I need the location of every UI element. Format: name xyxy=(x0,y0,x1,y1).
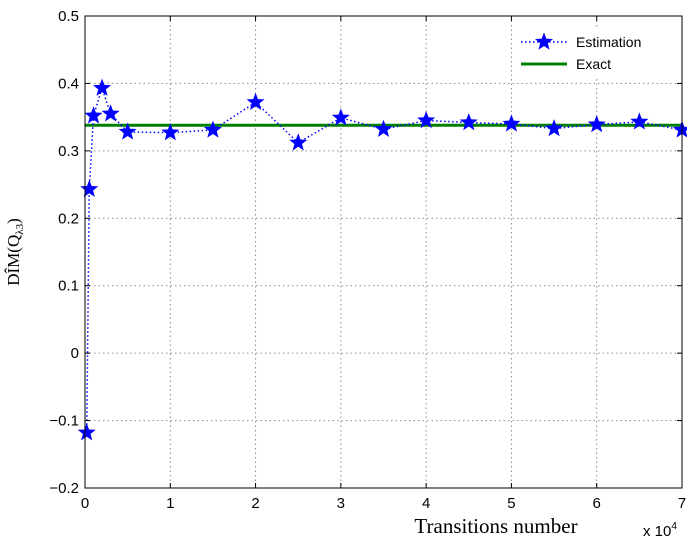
series-estimation-point xyxy=(84,106,103,124)
x-axis-label: Transitions number xyxy=(414,514,577,538)
x-tick-label: 2 xyxy=(251,495,259,512)
series-estimation-point xyxy=(545,119,564,137)
series-layer xyxy=(77,78,687,441)
series-estimation-point xyxy=(80,179,99,197)
y-tick-label: 0.3 xyxy=(58,143,79,160)
x-axis-exponent-base: x 10 xyxy=(643,523,671,540)
series-estimation-point xyxy=(203,120,222,138)
series-estimation-point xyxy=(246,92,265,110)
series-estimation-point xyxy=(93,78,112,96)
axis-ticks: 0 1 2 3 4 5 6 7 −0.2 −0.1 0 0.1 0.2 0.3 0.4 0.5 xyxy=(49,8,686,512)
y-axis-label-close: ) xyxy=(4,218,23,224)
series-estimation-point xyxy=(331,108,350,126)
legend: Estimation Exact xyxy=(515,27,675,77)
y-tick-label: 0 xyxy=(71,345,79,362)
legend-estimation-label: Estimation xyxy=(576,34,641,50)
x-tick-label: 1 xyxy=(166,495,174,512)
series-estimation-point xyxy=(672,120,687,138)
x-tick-label: 7 xyxy=(678,495,686,512)
y-tick-label: −0.2 xyxy=(49,480,79,497)
series-estimation-point xyxy=(77,423,96,441)
y-axis-label: DÎM(Qλ3) xyxy=(4,218,26,286)
series-estimation-point xyxy=(630,112,649,130)
y-tick-label: −0.1 xyxy=(49,413,79,430)
series-estimation-line xyxy=(85,85,683,433)
x-tick-label: 3 xyxy=(337,495,345,512)
legend-box xyxy=(515,27,675,77)
series-estimation-point xyxy=(502,114,521,132)
plot-area-frame xyxy=(84,15,683,489)
y-axis-label-subscript: λ3 xyxy=(14,223,26,234)
x-tick-label: 6 xyxy=(593,495,601,512)
y-tick-label: 0.2 xyxy=(58,210,79,227)
legend-exact-label: Exact xyxy=(576,56,611,72)
series-estimation-point xyxy=(417,111,436,129)
series-estimation-point xyxy=(161,123,180,141)
x-tick-label: 5 xyxy=(507,495,515,512)
grid-lines xyxy=(85,16,682,488)
y-tick-label: 0.5 xyxy=(58,8,79,25)
y-tick-label: 0.1 xyxy=(58,278,79,295)
series-estimation-point xyxy=(289,133,308,151)
x-tick-label: 0 xyxy=(81,495,89,512)
x-axis-exponent: x 104 xyxy=(643,521,677,540)
series-estimation-point xyxy=(118,122,137,140)
legend-estimation-star-icon xyxy=(534,32,554,50)
series-estimation-point xyxy=(101,104,120,122)
x-tick-label: 4 xyxy=(422,495,430,512)
x-axis-exponent-power: 4 xyxy=(671,521,677,532)
series-estimation-point xyxy=(587,115,606,133)
y-axis-label-main: DÎM(Q xyxy=(4,235,23,286)
series-estimation-point xyxy=(459,113,478,131)
series-estimation-point xyxy=(374,119,393,137)
y-tick-label: 0.4 xyxy=(58,75,79,92)
